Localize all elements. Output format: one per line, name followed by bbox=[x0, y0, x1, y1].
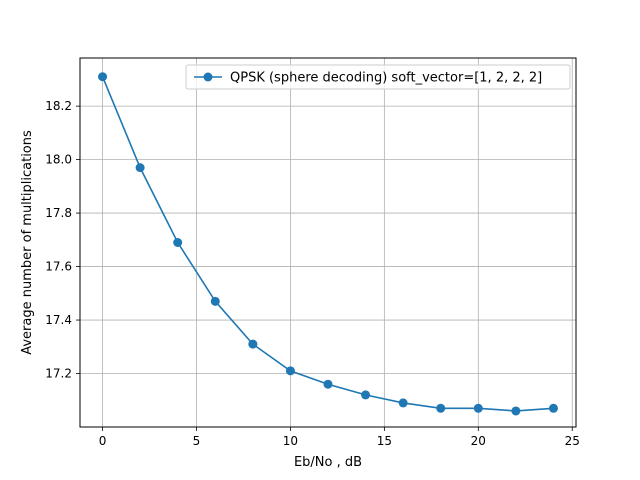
x-axis-ticks: 0 5 10 15 20 25 bbox=[99, 427, 580, 448]
x-axis-label: Eb/No , dB bbox=[294, 455, 362, 470]
data-point bbox=[98, 72, 108, 82]
legend-label: QPSK (sphere decoding) soft_vector=[1, 2… bbox=[230, 71, 542, 86]
y-axis-label: Average number of multiplications bbox=[20, 130, 35, 355]
legend-marker-swatch bbox=[203, 72, 213, 82]
legend: QPSK (sphere decoding) soft_vector=[1, 2… bbox=[185, 64, 571, 90]
data-point bbox=[173, 238, 183, 247]
data-point bbox=[285, 366, 295, 376]
data-point bbox=[436, 403, 446, 413]
x-tick-label: 10 bbox=[283, 434, 298, 448]
grid bbox=[80, 58, 576, 427]
series-layer bbox=[98, 72, 558, 416]
data-point bbox=[361, 390, 371, 400]
data-point bbox=[323, 379, 333, 389]
y-tick-label: 18.2 bbox=[45, 99, 72, 113]
data-point bbox=[210, 296, 220, 306]
data-point bbox=[248, 339, 258, 349]
x-tick-label: 25 bbox=[565, 434, 580, 448]
x-tick-label: 20 bbox=[471, 434, 486, 448]
data-point bbox=[135, 163, 145, 173]
y-tick-label: 17.6 bbox=[45, 260, 72, 274]
data-point bbox=[398, 398, 408, 408]
y-tick-label: 18.0 bbox=[45, 153, 72, 167]
legend-box bbox=[185, 64, 571, 90]
data-point bbox=[548, 403, 558, 413]
y-tick-label: 17.8 bbox=[45, 206, 72, 220]
plot-frame bbox=[79, 57, 577, 428]
y-axis-ticks: 17.2 17.4 17.6 17.8 18.0 18.2 bbox=[45, 99, 80, 381]
x-tick-label: 5 bbox=[193, 434, 201, 448]
y-tick-label: 17.4 bbox=[45, 313, 72, 327]
data-point bbox=[473, 403, 483, 413]
x-tick-label: 0 bbox=[99, 434, 107, 448]
y-tick-label: 17.2 bbox=[45, 367, 72, 381]
x-tick-label: 15 bbox=[377, 434, 392, 448]
data-point bbox=[511, 406, 521, 416]
